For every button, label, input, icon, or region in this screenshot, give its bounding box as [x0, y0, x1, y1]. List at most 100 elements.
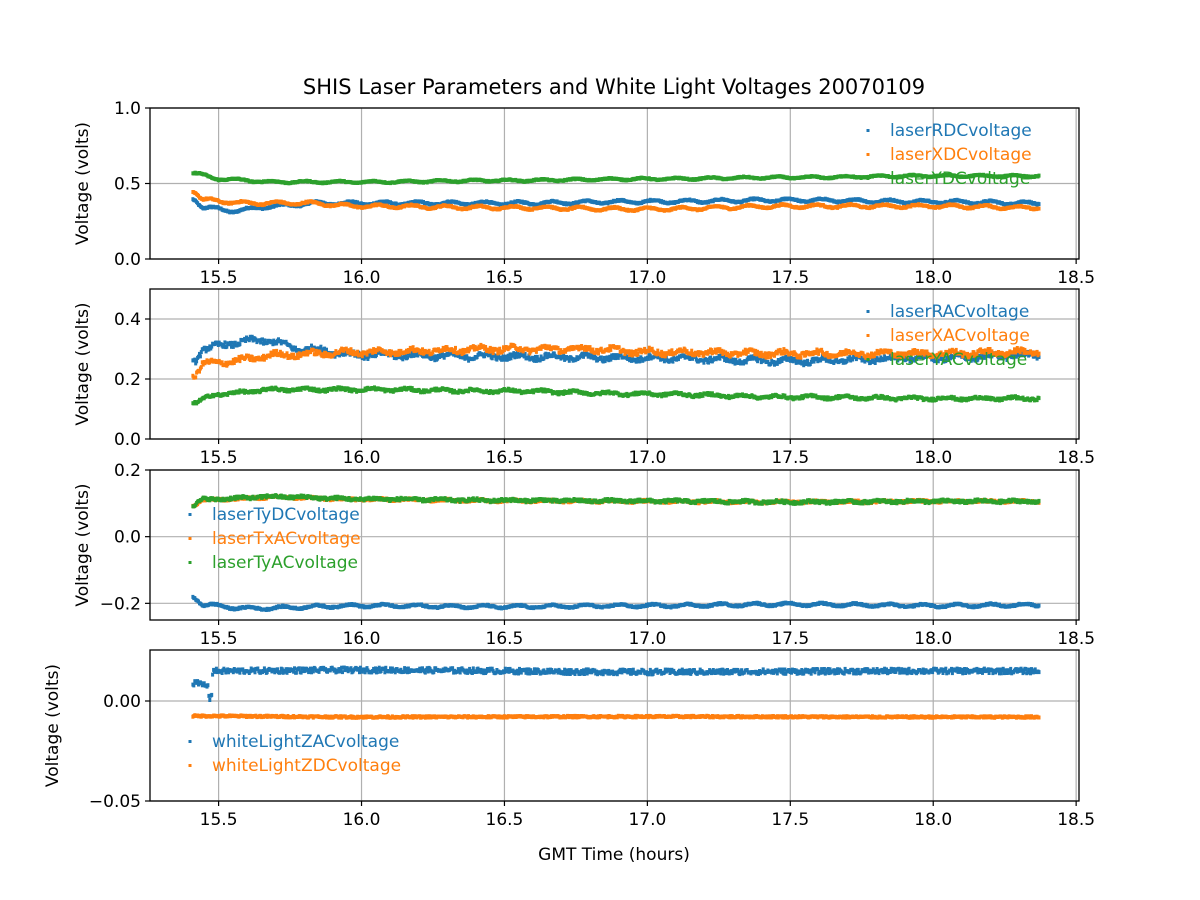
data-point — [841, 350, 845, 354]
data-point — [804, 353, 808, 358]
data-point — [1037, 351, 1041, 356]
data-point — [248, 358, 252, 362]
data-point — [420, 351, 424, 356]
data-point — [318, 347, 322, 351]
data-point — [677, 357, 680, 362]
data-point — [789, 358, 792, 363]
data-point — [1017, 353, 1021, 358]
data-point — [495, 357, 499, 362]
data-point — [550, 353, 554, 358]
data-point — [670, 348, 674, 353]
data-point — [585, 352, 589, 357]
data-point — [270, 350, 274, 355]
data-point — [896, 358, 900, 363]
data-point — [479, 342, 483, 347]
data-point — [462, 351, 466, 355]
data-point — [487, 349, 491, 354]
data-point — [246, 353, 250, 358]
data-point — [534, 349, 538, 354]
data-point — [392, 350, 396, 355]
data-point — [688, 357, 692, 361]
panel-1: 15.5 16.0 16.5 17.0 17.5 18.0 18.50.00.51.0Vol… — [73, 99, 1095, 288]
data-point — [876, 349, 880, 354]
data-point — [422, 354, 425, 359]
data-point — [667, 349, 671, 354]
data-point — [882, 357, 886, 362]
data-point — [601, 359, 605, 364]
data-point — [630, 358, 633, 363]
data-point — [662, 357, 665, 362]
data-point — [708, 350, 712, 355]
data-point — [198, 369, 201, 374]
data-point — [259, 340, 263, 345]
data-point — [268, 354, 272, 359]
data-point — [513, 355, 517, 360]
data-point — [292, 345, 296, 350]
data-point — [965, 355, 968, 359]
data-point — [705, 358, 709, 362]
data-point — [878, 350, 882, 355]
data-point — [562, 353, 566, 358]
legend: laserRDCvoltagelaserXDCvoltagelaserYDCvo… — [866, 121, 1032, 189]
data-point — [407, 349, 411, 354]
data-point — [237, 354, 241, 359]
data-point — [193, 357, 197, 362]
data-point — [225, 344, 229, 349]
data-point — [583, 344, 587, 349]
data-point — [558, 354, 562, 359]
data-point — [333, 354, 337, 359]
data-point — [696, 350, 700, 355]
data-point — [388, 349, 392, 354]
data-point — [552, 351, 556, 356]
data-point — [314, 348, 318, 353]
data-point — [482, 344, 486, 349]
data-point — [820, 347, 824, 352]
data-point — [210, 344, 214, 349]
data-point — [539, 354, 543, 359]
data-point — [671, 359, 675, 364]
data-point — [374, 353, 378, 358]
data-point — [845, 359, 849, 363]
data-point — [291, 347, 295, 352]
data-point — [787, 355, 791, 360]
data-point — [274, 352, 278, 357]
data-point — [610, 353, 614, 358]
data-point — [998, 356, 1002, 361]
data-point — [629, 356, 632, 361]
data-point — [294, 345, 297, 350]
data-point — [840, 358, 844, 363]
data-point — [251, 338, 255, 343]
data-point — [417, 348, 421, 353]
data-point — [285, 351, 289, 356]
data-point — [768, 352, 772, 356]
data-point — [527, 347, 531, 352]
data-point — [896, 351, 900, 356]
data-point — [918, 351, 922, 356]
data-point — [486, 347, 490, 352]
data-point — [584, 347, 588, 352]
data-point — [535, 354, 539, 359]
data-point — [349, 347, 353, 352]
data-point — [775, 361, 779, 366]
data-point — [709, 355, 712, 360]
data-point — [845, 351, 849, 356]
data-point — [506, 353, 510, 358]
data-point — [668, 352, 672, 356]
data-point — [566, 355, 570, 360]
data-point — [628, 353, 632, 357]
data-point — [504, 354, 508, 359]
data-point — [222, 342, 226, 347]
data-point — [254, 337, 258, 342]
data-point — [416, 353, 420, 358]
data-point — [716, 347, 720, 352]
data-point — [666, 351, 670, 356]
data-point — [275, 341, 279, 346]
data-point — [398, 352, 402, 357]
data-point — [851, 357, 855, 362]
data-point — [870, 354, 874, 359]
data-point — [534, 358, 538, 363]
data-point — [495, 347, 499, 352]
data-point — [697, 353, 701, 358]
data-point — [941, 357, 945, 362]
data-point — [724, 350, 728, 355]
